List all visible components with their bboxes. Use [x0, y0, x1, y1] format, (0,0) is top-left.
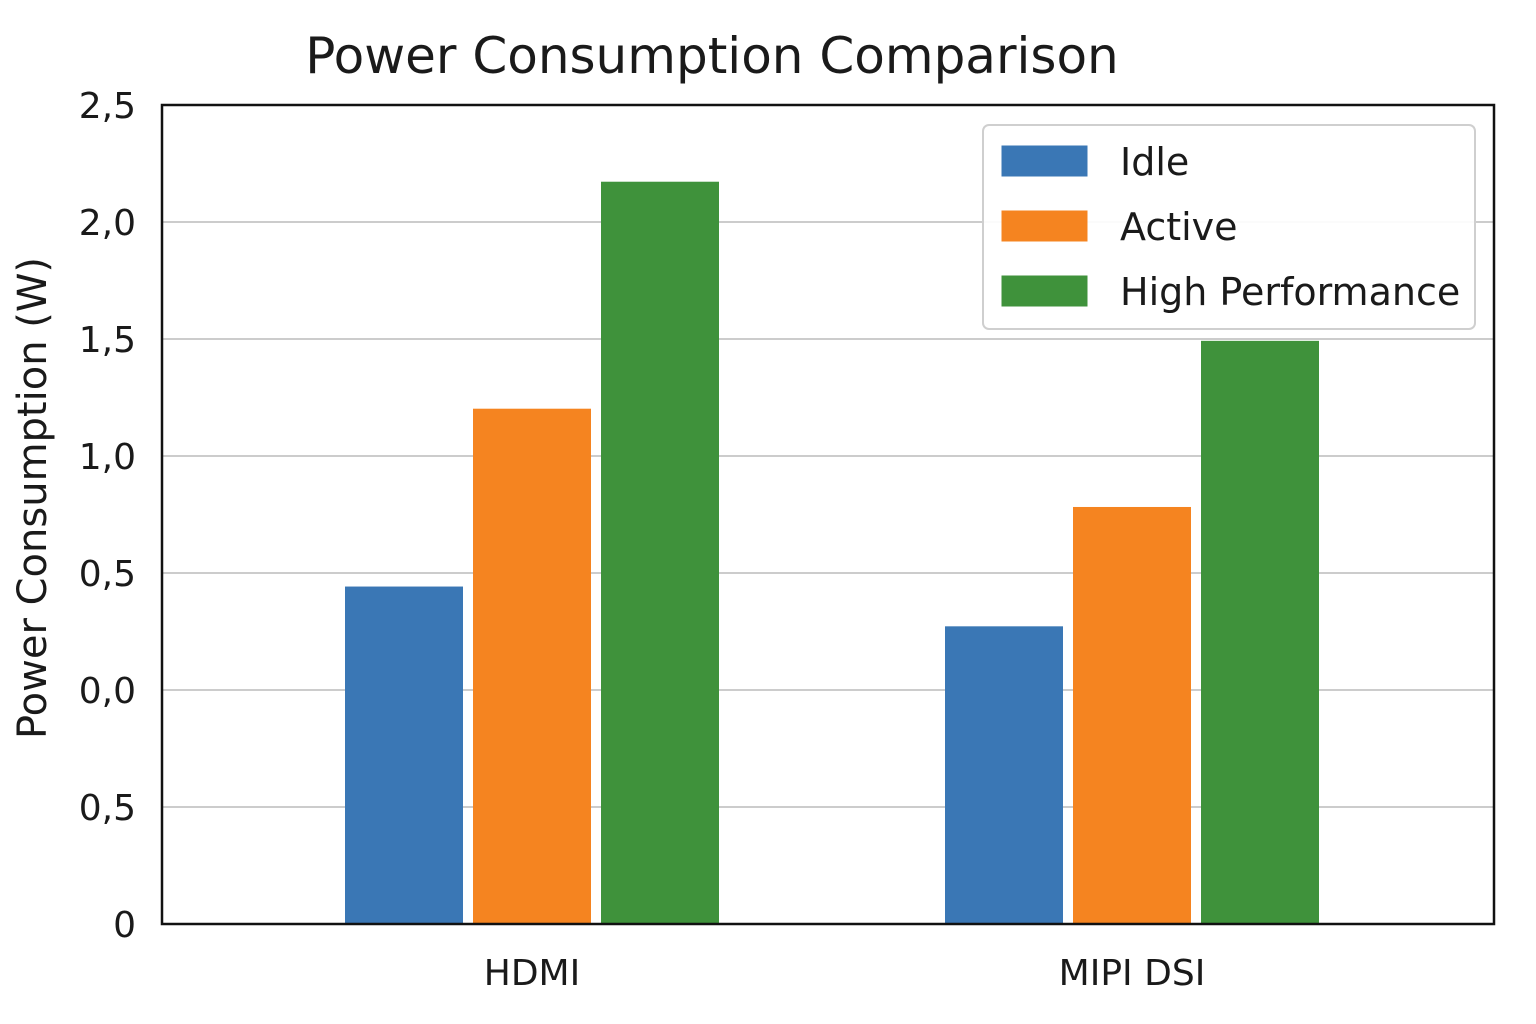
legend: Idle Active High Performance — [982, 124, 1476, 330]
y-axis-title: Power Consumption (W) — [10, 257, 56, 739]
legend-items: Idle Active High Performance — [1001, 140, 1460, 314]
y-tick-label: 0 — [113, 905, 136, 946]
y-tick-label: 0,5 — [79, 554, 136, 595]
y-tick-label: 2,0 — [79, 203, 136, 244]
plot-frame — [160, 103, 1496, 926]
legend-label: Active — [1120, 205, 1238, 249]
legend-swatch — [1001, 145, 1088, 177]
bar-mipi-dsi-idle — [945, 626, 1063, 925]
y-tick-label: 2,5 — [79, 86, 136, 127]
x-tick-label: HDMI — [484, 953, 580, 994]
y-axis-ticks: 2,5 2,0 1,5 1,0 0,5 0,0 0,5 0 — [79, 86, 136, 946]
y-tick-label: 1,0 — [79, 437, 136, 478]
chart-title: Power Consumption Comparison — [305, 27, 1118, 85]
y-tick-label: 0,0 — [79, 671, 136, 712]
bars — [345, 181, 1319, 925]
legend-label: Idle — [1120, 140, 1189, 184]
legend-swatch — [1001, 275, 1088, 307]
bar-hdmi-high-performance — [601, 181, 719, 925]
bar-hdmi-idle — [345, 586, 463, 925]
y-tick-label: 0,5 — [79, 788, 136, 829]
legend-label: High Performance — [1120, 270, 1460, 314]
legend-swatch — [1001, 210, 1088, 242]
x-axis-ticks: HDMI MIPI DSI — [484, 953, 1206, 994]
y-tick-label: 1,5 — [79, 320, 136, 361]
bar-hdmi-active — [473, 408, 591, 925]
bar-mipi-dsi-high-performance — [1201, 340, 1319, 925]
bar-mipi-dsi-active — [1073, 506, 1191, 925]
x-tick-label: MIPI DSI — [1059, 953, 1206, 994]
legend-box — [982, 124, 1476, 330]
